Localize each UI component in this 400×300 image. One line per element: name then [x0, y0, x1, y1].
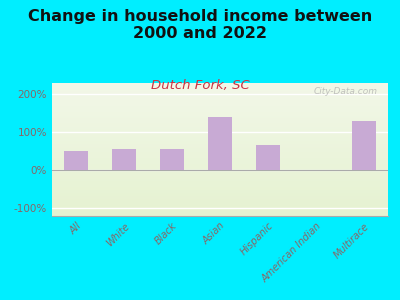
Bar	[256, 146, 280, 170]
Text: Dutch Fork, SC: Dutch Fork, SC	[151, 80, 249, 92]
Bar	[208, 117, 232, 170]
Bar	[352, 121, 376, 170]
Text: Change in household income between
2000 and 2022: Change in household income between 2000 …	[28, 9, 372, 41]
Bar	[160, 149, 184, 170]
Bar	[64, 151, 88, 170]
Text: City-Data.com: City-Data.com	[314, 86, 378, 95]
Bar	[112, 149, 136, 170]
